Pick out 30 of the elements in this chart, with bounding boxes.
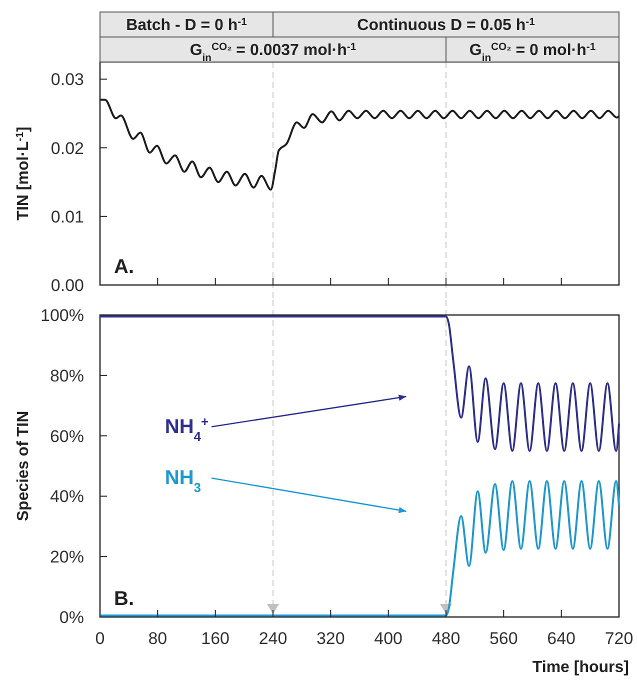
y-tick-label: 40% [50,487,84,506]
y-tick-label: 100% [40,306,84,325]
text: Continuous D = 0.05 h$^{-1}$ [357,16,536,34]
annotation: B. [114,588,134,610]
x-tick-label: 320 [316,629,345,648]
annotation: G$_{in}$$^{CO₂}$ = 0 mol·h$^{-1}$ [469,42,596,64]
text: Batch - D = 0 h$^{-1}$ [126,16,248,34]
y-tick-label: 0.03 [50,70,84,90]
y-tick-label: 0.01 [50,207,84,226]
x-tick-label: 0 [95,629,105,648]
y-tick-label: 0.02 [50,138,84,158]
y-tick-label: 0% [59,608,84,627]
x-tick-label: 160 [201,629,230,648]
x-tick-label: 480 [432,629,460,648]
x-tick-label: 80 [148,629,168,648]
y-tick-label: 80% [50,366,84,386]
annotation: G$_{in}$$^{CO₂}$ = 0.0037 mol·h$^{-1}$ [190,42,356,64]
x-tick-label: 240 [258,629,288,648]
text: NH$_{3}$ [164,467,201,495]
line-series [99,316,620,452]
x-tick-label: 560 [489,629,518,648]
y-tick-label: 60% [50,426,84,446]
x-tick-label: 400 [374,629,403,648]
y-axis-title: Species of TIN [15,410,32,522]
y-tick-label: 0.00 [50,276,84,295]
x-tick-label: 640 [547,629,576,648]
x-tick-label: 720 [604,629,634,648]
x-axis-title: Time [hours] [532,659,629,676]
annotation: A. [114,256,134,278]
y-tick-label: 20% [50,548,84,567]
